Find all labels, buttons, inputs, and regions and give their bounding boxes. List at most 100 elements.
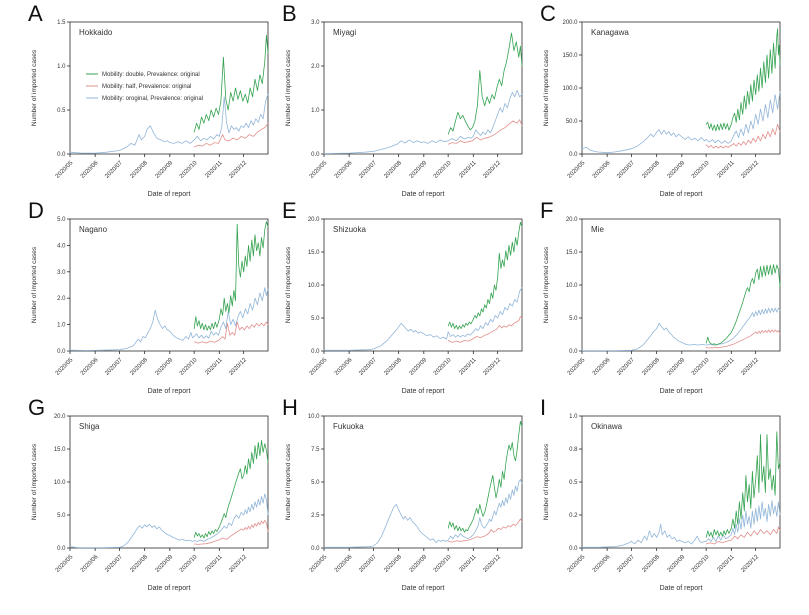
- chart-title: Mie: [591, 225, 604, 234]
- x-tick-label: 2020/09: [667, 357, 687, 377]
- x-tick-label: 2020/06: [334, 357, 354, 377]
- y-tick-label: 1.5: [57, 20, 66, 26]
- x-tick-label: 2020/10: [179, 554, 199, 574]
- x-axis-label: Date of report: [148, 388, 191, 395]
- panel-f-mie: F 0.0 5.0 10.0 15.0 20.0 2020/05 2020/06 2020/0…: [538, 198, 792, 400]
- series-line-original: [323, 89, 523, 155]
- x-tick-label: 2020/08: [129, 554, 149, 574]
- series-line-double: [705, 264, 781, 346]
- x-tick-label: 2020/05: [567, 357, 587, 377]
- y-axis-label: Number of imported cases: [285, 443, 292, 520]
- x-axis-label: Date of report: [402, 191, 445, 198]
- legend-label: Mobility: double, Prevalence: original: [102, 72, 200, 78]
- y-tick-label: 2.5: [311, 513, 320, 519]
- x-tick-label: 2020/06: [334, 160, 354, 180]
- series-line-double: [705, 28, 781, 132]
- y-tick-label: 1.0: [57, 323, 66, 329]
- series-line-double: [193, 34, 269, 133]
- x-tick-label: 2020/06: [334, 554, 354, 574]
- series-line-original: [69, 493, 269, 549]
- y-tick-label: 0.0: [311, 152, 320, 158]
- series-line-half: [193, 321, 269, 344]
- x-tick-label: 2020/05: [309, 554, 329, 574]
- panel-h-fukuoka: H 0.0 2.5 5.0 7.5 10.0 2020/05 2020/06 2020/07 2…: [280, 397, 534, 597]
- y-tick-label: 0.0: [569, 152, 578, 158]
- plot-frame: [69, 218, 269, 352]
- x-tick-label: 2020/08: [641, 357, 661, 377]
- chart-title: Fukuoka: [333, 422, 364, 431]
- series-line-original: [69, 93, 269, 154]
- panel-letter-f: F: [540, 198, 554, 223]
- panel-letter-g: G: [28, 395, 46, 420]
- panel-letter-b: B: [282, 1, 297, 26]
- x-tick-label: 2020/06: [592, 554, 612, 574]
- x-tick-label: 2020/12: [228, 554, 248, 574]
- y-tick-label: 5.0: [569, 316, 578, 322]
- y-tick-label: 7.5: [311, 447, 320, 453]
- x-tick-label: 2020/09: [667, 554, 687, 574]
- y-axis-label: Number of imported cases: [543, 49, 550, 126]
- x-tick-label: 2020/09: [155, 554, 175, 574]
- series-line-half: [705, 526, 781, 545]
- y-tick-label: 50.0: [566, 119, 578, 125]
- y-tick-label: 0.8: [569, 447, 578, 453]
- chart-title: Shizuoka: [333, 225, 366, 234]
- y-tick-label: 0.2: [569, 513, 578, 519]
- series-line-double: [447, 420, 523, 533]
- y-axis-label: Number of imported cases: [543, 246, 550, 323]
- y-tick-label: 150.0: [562, 53, 578, 59]
- x-axis-label: Date of report: [660, 388, 703, 395]
- series-line-original: [323, 479, 523, 548]
- panel-letter-a: A: [28, 1, 43, 26]
- panel-e-shizuoka: E 0.0 5.0 10.0 15.0 20.0 2020/05 2020/06 2020/0…: [280, 198, 534, 400]
- x-tick-label: 2020/06: [80, 357, 100, 377]
- panel-a-hokkaido: A 0.0 0.5 1.0 1.5 2020/05 2020/06 2020/07 2020/…: [26, 1, 280, 203]
- x-tick-label: 2020/08: [383, 357, 403, 377]
- y-axis-label: Number of imported cases: [285, 49, 292, 126]
- x-tick-label: 2020/11: [458, 357, 478, 377]
- chart-title: Shiga: [79, 422, 100, 431]
- series-line-half: [705, 123, 781, 149]
- x-tick-label: 2020/07: [104, 160, 124, 180]
- y-tick-label: 0.0: [569, 546, 578, 552]
- x-tick-label: 2020/09: [155, 160, 175, 180]
- panel-d-nagano: D 0.0 1.0 2.0 3.0 4.0 5.0 2020/05 2020/06 2020/0…: [26, 200, 280, 400]
- x-tick-label: 2020/05: [309, 357, 329, 377]
- chart-title: Hokkaido: [79, 28, 113, 37]
- series-line-original: [69, 287, 269, 351]
- panel-letter-e: E: [282, 198, 297, 223]
- chart-title: Okinawa: [591, 422, 623, 431]
- x-tick-label: 2020/09: [667, 160, 687, 180]
- y-tick-label: 0.0: [311, 546, 320, 552]
- x-tick-label: 2020/06: [80, 160, 100, 180]
- x-tick-label: 2020/11: [204, 554, 224, 574]
- y-tick-label: 15.0: [566, 250, 578, 256]
- y-tick-label: 1.0: [311, 108, 320, 114]
- y-tick-label: 15.0: [308, 250, 320, 256]
- y-tick-label: 0.0: [57, 152, 66, 158]
- x-tick-label: 2020/11: [716, 554, 736, 574]
- x-tick-label: 2020/05: [309, 160, 329, 180]
- y-axis-label: Number of imported cases: [31, 49, 38, 126]
- x-tick-label: 2020/07: [616, 554, 636, 574]
- y-tick-label: 10.0: [566, 283, 578, 289]
- x-tick-label: 2020/05: [55, 357, 75, 377]
- y-tick-label: 100.0: [562, 86, 578, 92]
- x-tick-label: 2020/12: [740, 357, 760, 377]
- x-tick-label: 2020/05: [567, 554, 587, 574]
- x-tick-label: 2020/09: [155, 357, 175, 377]
- x-tick-label: 2020/08: [383, 554, 403, 574]
- x-axis-label: Date of report: [148, 191, 191, 198]
- chart-title: Kanagawa: [591, 28, 629, 37]
- y-tick-label: 20.0: [308, 217, 320, 223]
- x-tick-label: 2020/05: [55, 554, 75, 574]
- series-line-half: [447, 518, 523, 543]
- series-line-original: [581, 307, 781, 352]
- chart-canvas-miyagi: 0.0 1.0 2.0 3.0 2020/05 2020/06 2020/07 2020/08…: [285, 20, 523, 198]
